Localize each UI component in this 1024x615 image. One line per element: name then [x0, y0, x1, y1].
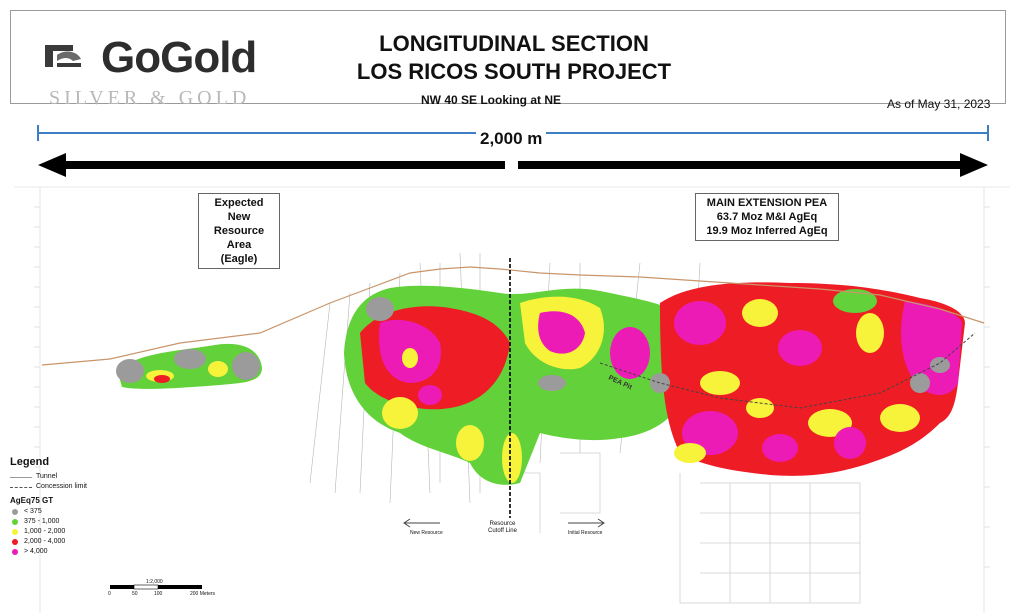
- scale-tick: 0: [108, 591, 111, 597]
- scale-arrows: [37, 125, 989, 177]
- main-pea-label: MAIN EXTENSION PEA 63.7 Moz M&I AgEq 19.…: [695, 193, 839, 241]
- cutoff-line-label: Resource Cutoff Line: [488, 521, 517, 534]
- scale-tick: 100: [154, 591, 163, 597]
- company-logo: GoGold SILVER & GOLD: [29, 21, 269, 109]
- legend-grade-title: AgEq75 GT: [10, 496, 54, 505]
- new-resource-label: New Resource: [410, 530, 443, 536]
- initial-resource-label: Initial Resource: [568, 530, 603, 536]
- title-block: GoGold SILVER & GOLD LONGITUDINAL SECTIO…: [10, 10, 1006, 111]
- central-orebody: [344, 285, 690, 485]
- as-of-date: As of May 31, 2023: [887, 97, 991, 111]
- black-extent-arrow: [38, 153, 988, 177]
- legend: Legend Tunnel Concession limit AgEq75 GT…: [10, 456, 106, 557]
- project-title: LOS RICOS SOUTH PROJECT: [356, 59, 672, 84]
- direction-arrows: [403, 518, 605, 528]
- section-title: LONGITUDINAL SECTION: [379, 31, 649, 56]
- grade-dot-icon: [12, 529, 18, 535]
- legend-row-grade: > 4,000: [10, 547, 106, 557]
- legend-row-concession: Concession limit: [10, 482, 106, 492]
- scale-tick: 50: [132, 591, 138, 597]
- legend-title: Legend: [10, 456, 50, 468]
- grade-dot-icon: [12, 519, 18, 525]
- eagle-area-label: Expected New Resource Area (Eagle): [198, 193, 280, 269]
- scale-tick: 200 Meters: [190, 591, 216, 597]
- eagle-orebody: [116, 343, 262, 389]
- logo-wordmark: GoGold: [101, 33, 257, 82]
- grade-dot-icon: [12, 509, 18, 515]
- legend-row-grade: 375 - 1,000: [10, 517, 106, 527]
- legend-row-grade: < 375: [10, 507, 106, 517]
- elevation-frame: [14, 186, 1010, 613]
- legend-row-tunnel: Tunnel: [10, 472, 106, 482]
- pea-pit-outline: [599, 332, 976, 409]
- legend-row-grade: 1,000 - 2,000: [10, 527, 106, 537]
- concession-line-swatch: [10, 486, 32, 488]
- grade-dot-icon: [12, 539, 18, 545]
- logo-tagline: SILVER & GOLD: [49, 87, 251, 109]
- scale-length-label: 2,000 m: [476, 129, 547, 149]
- section-diagram: PEA Pit: [14, 186, 1010, 613]
- legend-row-grade: 2,000 - 4,000: [10, 537, 106, 547]
- grade-dot-icon: [12, 549, 18, 555]
- underground-workings: [520, 452, 861, 604]
- tunnel-line-swatch: [10, 476, 32, 478]
- logo-mark-icon: [45, 45, 81, 67]
- scale-ratio: 1:2,000: [146, 579, 163, 585]
- map-scalebar: [110, 584, 202, 590]
- view-direction: NW 40 SE Looking at NE: [421, 93, 562, 107]
- main-extension-orebody: [650, 282, 965, 476]
- topography-line: [41, 266, 985, 366]
